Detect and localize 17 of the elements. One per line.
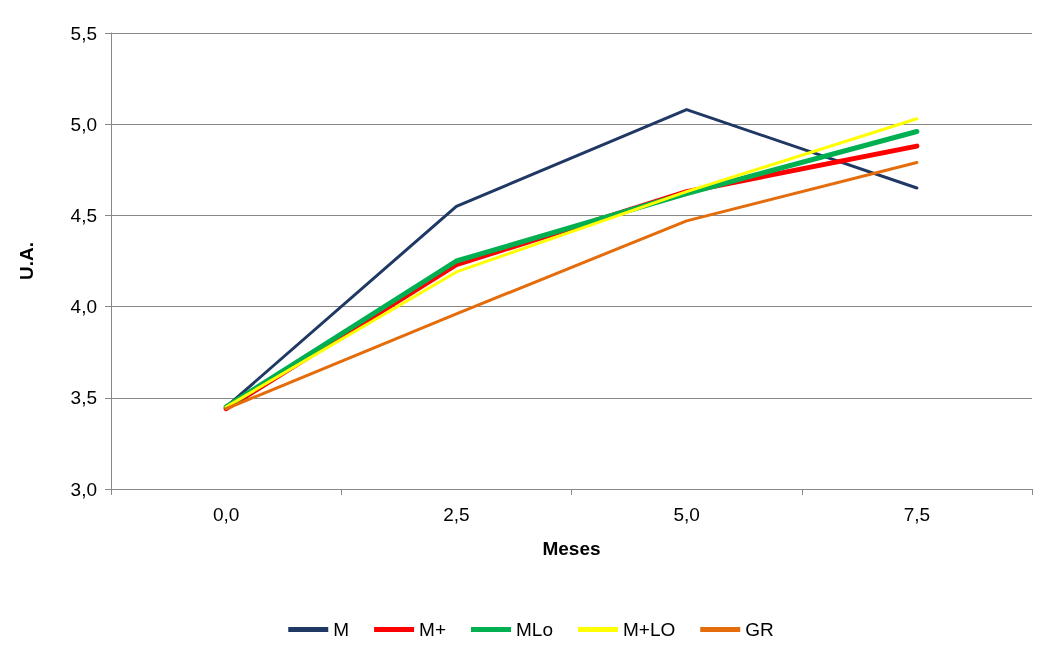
legend-label: M+LO bbox=[622, 619, 676, 640]
legend-label: GR bbox=[745, 619, 774, 640]
x-tick-label: 5,0 bbox=[673, 504, 700, 525]
y-tick-label: 4,5 bbox=[70, 204, 97, 226]
legend-label: M+ bbox=[419, 619, 447, 640]
x-tick-label: 7,5 bbox=[903, 504, 931, 525]
y-axis-title: U.A. bbox=[16, 242, 37, 280]
y-tick-label: 5,0 bbox=[70, 113, 97, 135]
legend-label: M bbox=[333, 619, 350, 640]
y-tick-label: 3,0 bbox=[70, 478, 97, 500]
y-tick-label: 4,0 bbox=[70, 296, 97, 318]
y-tick-label: 5,5 bbox=[70, 22, 97, 44]
x-axis-title: Meses bbox=[542, 538, 601, 559]
x-tick-label: 2,5 bbox=[443, 504, 470, 525]
y-tick-label: 3,5 bbox=[70, 387, 97, 409]
x-tick-label: 0,0 bbox=[212, 504, 240, 525]
legend-label: MLo bbox=[516, 619, 553, 640]
